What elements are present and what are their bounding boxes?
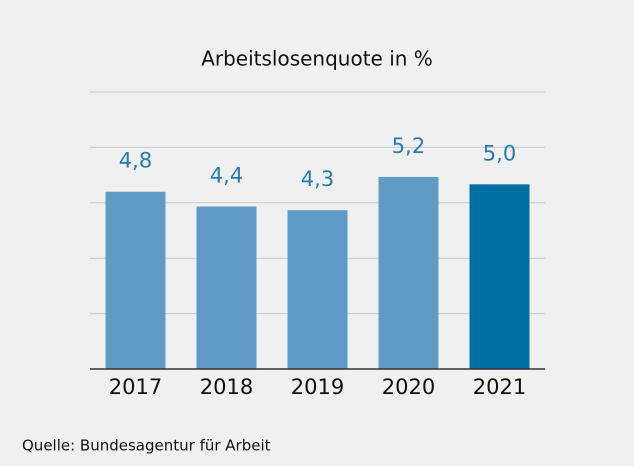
value-label: 5,0 — [483, 141, 516, 165]
x-tick-label: 2018 — [200, 375, 253, 399]
source: Quelle: Bundesagentur für Arbeit — [22, 437, 271, 455]
chart-title: Arbeitslosenquote in % — [201, 47, 433, 71]
bar — [196, 206, 257, 369]
value-label: 4,4 — [210, 163, 243, 187]
bar — [105, 191, 166, 369]
x-tick-label: 2017 — [109, 375, 162, 399]
bar — [287, 210, 348, 369]
x-tick-label: 2019 — [291, 375, 344, 399]
x-tick-label: 2021 — [473, 375, 526, 399]
value-label: 5,2 — [392, 134, 425, 158]
x-tick-label: 2020 — [382, 375, 435, 399]
value-label: 4,8 — [119, 149, 152, 173]
bar — [378, 176, 439, 369]
value-label: 4,3 — [301, 167, 334, 191]
bar — [469, 184, 530, 369]
